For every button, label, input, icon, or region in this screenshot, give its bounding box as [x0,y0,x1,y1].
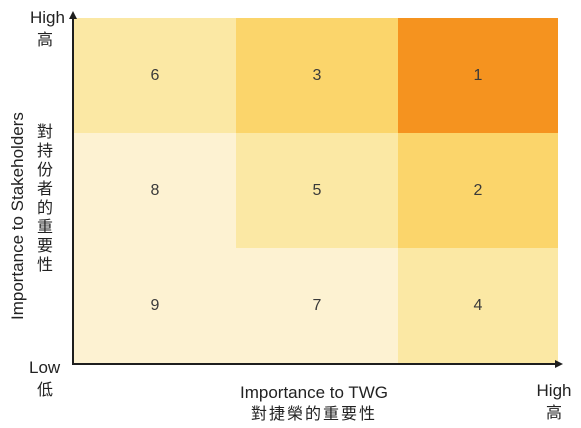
cell-value: 5 [312,181,322,199]
y-axis-line [72,18,74,365]
x-axis-title-cn: 對捷榮的重要性 [250,404,377,423]
cell-value: 3 [312,66,322,84]
x-axis-arrow-icon [555,360,563,368]
x-axis-line [72,363,556,365]
cell-value: 8 [150,181,160,199]
cell-value: 2 [473,181,483,199]
x-axis-title: Importance to TWG [239,383,388,402]
matrix-cell-r2-c1: 7 [236,248,398,363]
cell-value: 4 [473,296,483,314]
cell-value: 7 [312,296,322,314]
y-axis-title: Importance to Stakeholders [8,112,27,320]
x-axis-high-label-cn: 高 [545,403,562,422]
matrix-cell-r0-c2: 1 [398,18,558,133]
y-axis-title-cn: 對持份者的重要性 [36,122,53,274]
matrix-cell-r0-c1: 3 [236,18,398,133]
matrix-cell-r2-c2: 4 [398,248,558,363]
matrix-cell-r2-c0: 9 [74,248,236,363]
priority-matrix: 6 3 1 8 5 2 9 7 4 [74,18,558,363]
x-axis-high-label: High [536,381,572,400]
y-axis-low-label: Low [29,358,61,377]
cell-value: 9 [150,296,160,314]
matrix-cell-r0-c0: 6 [74,18,236,133]
cell-value: 1 [473,66,483,84]
matrix-cell-r1-c0: 8 [74,133,236,248]
cell-value: 6 [150,66,160,84]
y-axis-arrow-icon [69,11,77,19]
matrix-cell-r1-c1: 5 [236,133,398,248]
matrix-cell-r1-c2: 2 [398,133,558,248]
y-axis-low-label-cn: 低 [37,380,54,399]
y-axis-high-label: High [30,8,65,27]
y-axis-high-label-cn: 高 [37,30,54,49]
